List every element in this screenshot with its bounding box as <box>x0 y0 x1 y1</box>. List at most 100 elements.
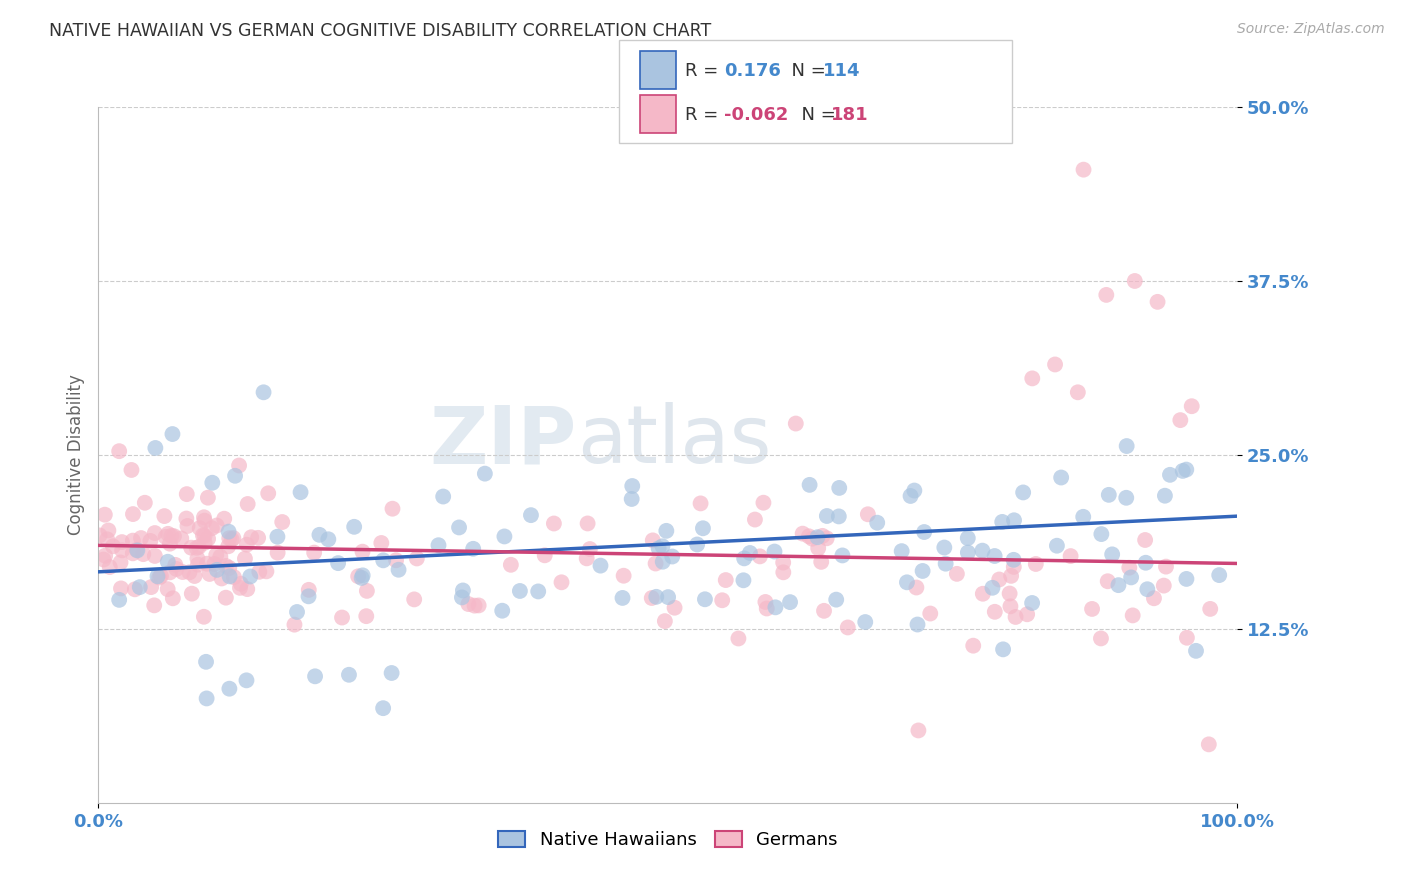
Point <box>145 441 167 455</box>
Point <box>831 549 853 563</box>
Point <box>148 570 170 584</box>
Point <box>187 558 209 572</box>
Point <box>900 489 922 503</box>
Point <box>654 614 676 628</box>
Point <box>738 546 761 560</box>
Point <box>290 485 312 500</box>
Point <box>689 496 711 510</box>
Point <box>381 665 404 680</box>
Point <box>1021 371 1043 385</box>
Point <box>1146 294 1168 309</box>
Point <box>193 514 215 528</box>
Point <box>1122 608 1144 623</box>
Point <box>160 529 183 543</box>
Point <box>222 570 245 584</box>
Point <box>283 617 305 632</box>
Point <box>240 530 263 544</box>
Point <box>1123 274 1146 288</box>
Point <box>236 582 259 596</box>
Point <box>1115 491 1137 505</box>
Point <box>1175 631 1198 645</box>
Point <box>779 595 801 609</box>
Point <box>474 467 496 481</box>
Point <box>1090 527 1112 541</box>
Point <box>143 599 166 613</box>
Point <box>962 639 984 653</box>
Point <box>191 528 214 542</box>
Point <box>651 555 673 569</box>
Point <box>318 533 340 547</box>
Point <box>121 533 143 548</box>
Point <box>222 531 245 545</box>
Point <box>266 546 288 560</box>
Point <box>692 521 714 535</box>
Point <box>176 511 198 525</box>
Point <box>733 551 755 566</box>
Text: 181: 181 <box>831 106 869 124</box>
Point <box>162 591 184 606</box>
Point <box>1000 599 1022 614</box>
Text: R =: R = <box>685 106 724 124</box>
Point <box>179 566 201 580</box>
Point <box>1121 570 1143 584</box>
Point <box>298 582 321 597</box>
Point <box>589 558 612 573</box>
Point <box>217 539 239 553</box>
Point <box>1133 533 1156 547</box>
Point <box>218 561 240 575</box>
Point <box>686 537 709 551</box>
Point <box>1136 582 1159 597</box>
Point <box>907 617 929 632</box>
Point <box>1159 467 1181 482</box>
Point <box>156 555 179 569</box>
Point <box>543 516 565 531</box>
Point <box>579 542 602 557</box>
Point <box>163 529 186 543</box>
Point <box>946 566 969 581</box>
Point <box>236 497 259 511</box>
Point <box>1098 488 1121 502</box>
Point <box>988 573 1011 587</box>
Point <box>733 574 755 588</box>
Point <box>1198 737 1220 751</box>
Text: ZIP: ZIP <box>429 402 576 480</box>
Point <box>94 508 117 522</box>
Point <box>111 535 134 549</box>
Point <box>201 521 224 535</box>
Point <box>621 479 644 493</box>
Point <box>229 576 252 591</box>
Point <box>156 582 179 596</box>
Point <box>972 543 994 558</box>
Point <box>1154 559 1177 574</box>
Point <box>266 530 288 544</box>
Point <box>641 533 664 548</box>
Point <box>373 553 395 567</box>
Point <box>612 591 634 605</box>
Point <box>139 533 162 548</box>
Point <box>221 533 243 547</box>
Point <box>792 526 814 541</box>
Point <box>714 573 737 587</box>
Point <box>304 669 326 683</box>
Point <box>837 620 859 634</box>
Point <box>139 580 162 594</box>
Point <box>1081 602 1104 616</box>
Point <box>1000 569 1022 583</box>
Point <box>527 584 550 599</box>
Point <box>302 546 325 560</box>
Point <box>984 605 1007 619</box>
Point <box>1101 547 1123 561</box>
Point <box>129 531 152 545</box>
Point <box>121 463 143 477</box>
Point <box>911 564 934 578</box>
Point <box>356 609 378 624</box>
Point <box>224 468 246 483</box>
Point <box>664 600 686 615</box>
Point <box>467 599 489 613</box>
Point <box>755 601 778 615</box>
Point <box>1208 568 1230 582</box>
Point <box>209 549 232 564</box>
Point <box>218 569 240 583</box>
Point <box>1095 288 1118 302</box>
Point <box>853 615 876 629</box>
